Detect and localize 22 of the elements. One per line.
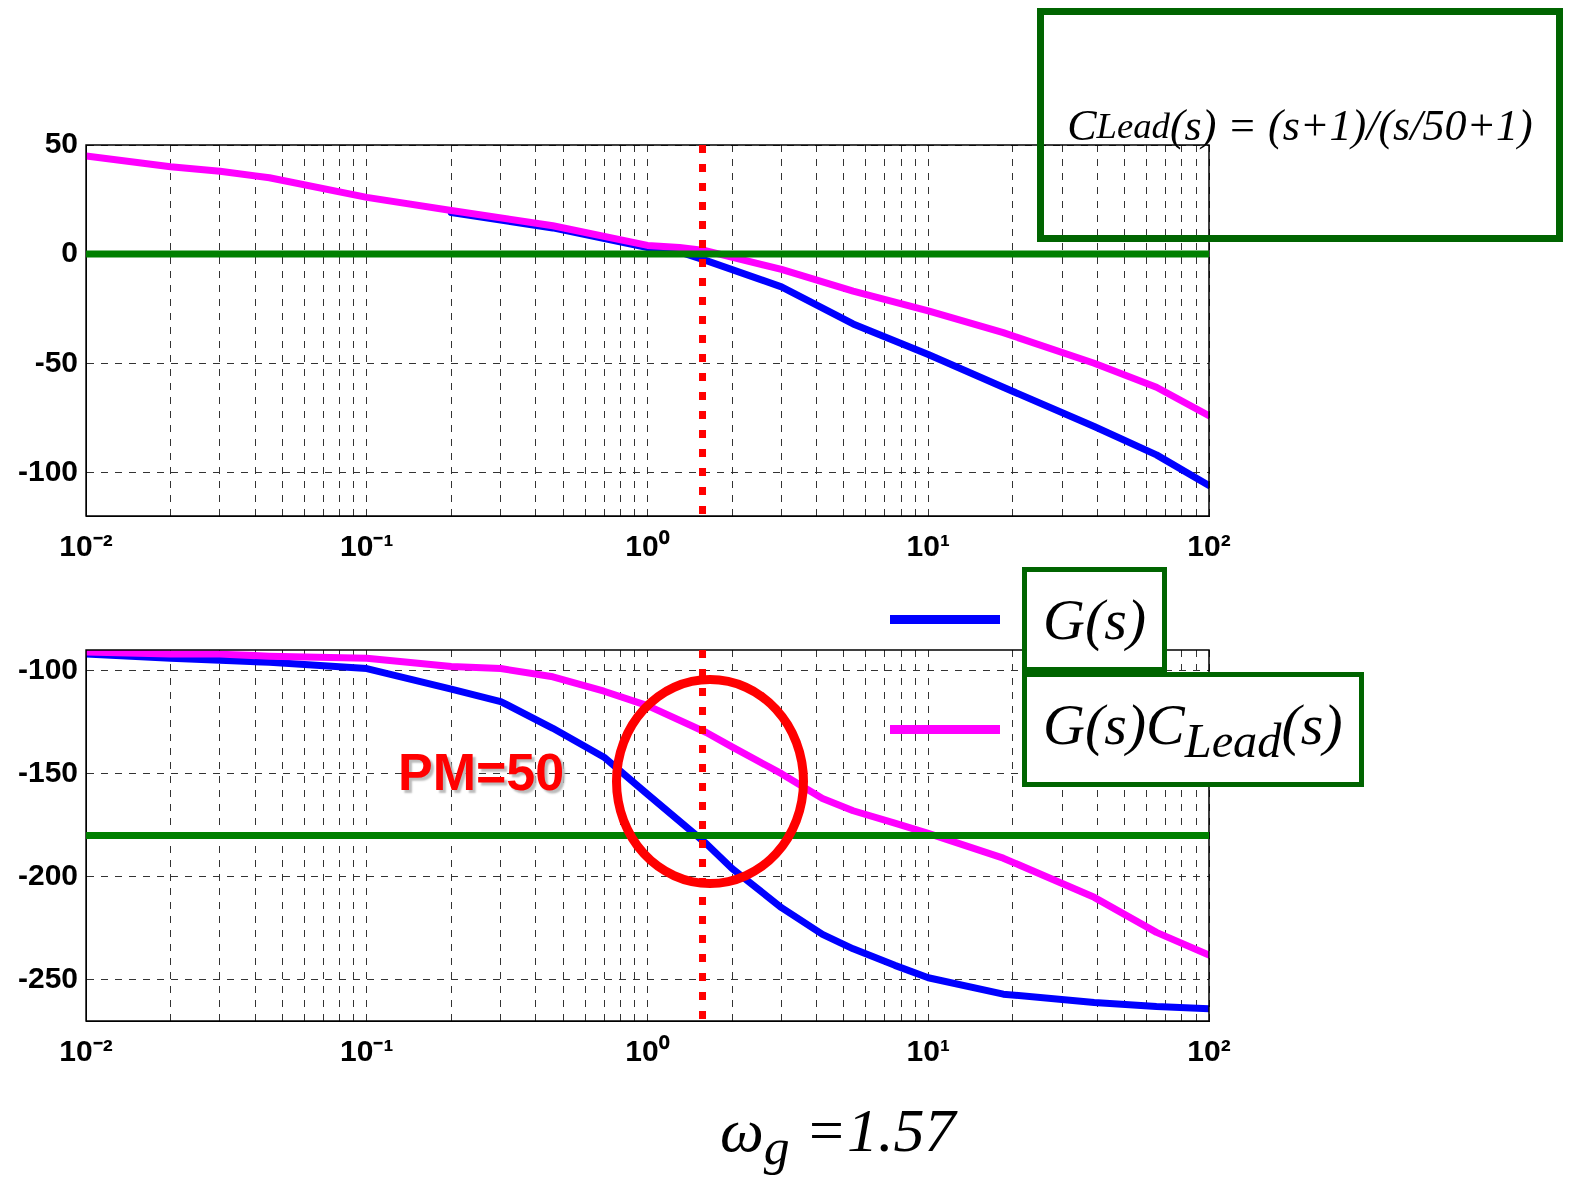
y-tick-label: -100 [18,651,79,685]
y-tick-label: 0 [61,235,79,269]
x-tick-label: 10¹ [906,529,950,563]
y-tick-label: 50 [44,126,79,160]
x-tick-label: 10⁻² [59,529,113,563]
x-tick-label: 10⁻¹ [340,1034,394,1068]
x-tick-label: 10² [1187,1034,1231,1068]
legend-label: G(s)C$_{Lead}$(s) [1022,672,1364,787]
text: ω$_{g}$ =1.57 [720,1095,956,1177]
y-tick-label: -100 [18,453,79,487]
x-tick-label: 10⁰ [625,1034,670,1068]
x-tick-label: 10² [1187,529,1231,563]
x-tick-label: 10¹ [906,1034,950,1068]
x-tick-label: 10⁻¹ [340,529,394,563]
x-tick-label: 10⁰ [625,529,670,563]
annotation: PM=50 [398,742,565,802]
y-tick-label: -200 [18,857,79,891]
x-tick-label: 10⁻² [59,1034,113,1068]
legend-label: G(s) [1022,567,1168,672]
y-tick-label: -150 [18,754,79,788]
y-tick-label: -250 [18,961,79,995]
y-tick-label: -50 [34,344,79,378]
